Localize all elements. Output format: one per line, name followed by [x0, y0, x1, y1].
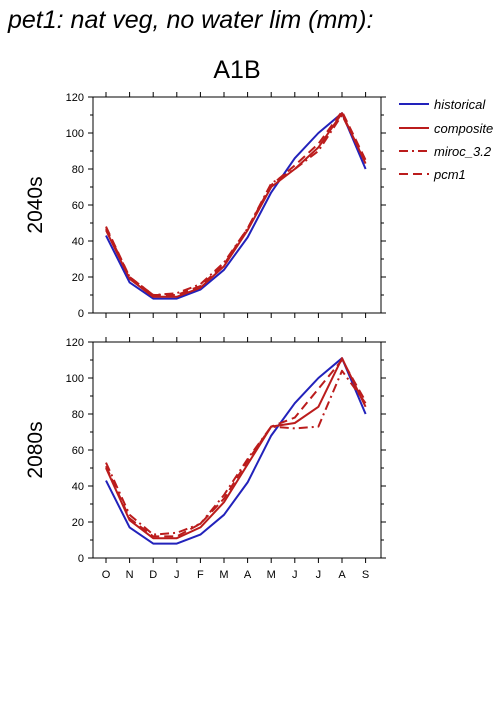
y-tick-label: 100	[66, 128, 84, 140]
legend: historical composite miroc_3.2 pcm1	[399, 97, 493, 182]
series-line-composite	[105, 112, 367, 298]
x-tick-label: D	[149, 569, 157, 581]
y-tick-label: 0	[78, 308, 84, 320]
x-tick-label: O	[102, 569, 111, 581]
y-tick-label: 40	[72, 236, 84, 248]
series-line-historical	[105, 112, 367, 300]
y-tick-label: 120	[66, 92, 84, 104]
y-tick-label: 80	[72, 164, 84, 176]
y-tick-label: 80	[72, 409, 84, 421]
y-tick-label: 100	[66, 373, 84, 385]
x-tick-label: A	[244, 569, 252, 581]
series-line-composite	[105, 357, 367, 540]
x-tick-label: J	[292, 569, 298, 581]
y-tick-label: 0	[78, 553, 84, 565]
y-tick-label: 120	[66, 337, 84, 349]
panel-2040s: 0 20 40 60 80 100 120 2040s	[24, 92, 386, 320]
series-line-miroc-3-2	[105, 369, 367, 536]
series-line-pcm1	[105, 359, 367, 538]
panel-label-2080s: 2080s	[24, 421, 47, 478]
series-line-historical	[105, 357, 367, 545]
x-tick-label: M	[267, 569, 276, 581]
legend-label-miroc: miroc_3.2	[434, 144, 492, 159]
series-line-miroc-3-2	[105, 114, 367, 296]
y-tick-label: 20	[72, 517, 84, 529]
x-tick-label: N	[126, 569, 134, 581]
panel-2080s: 0 20 40 60 80 100 120 O N D J F M A M J J A S 2080s	[24, 337, 386, 581]
y-tick-label: 60	[72, 445, 84, 457]
legend-label-pcm1: pcm1	[433, 167, 466, 182]
legend-label-historical: historical	[434, 97, 486, 112]
y-tick-label: 40	[72, 481, 84, 493]
plot-frame	[92, 96, 382, 314]
x-tick-label: A	[338, 569, 346, 581]
x-tick-label: S	[362, 569, 369, 581]
chart-title: pet1: nat veg, no water lim (mm):	[8, 6, 374, 34]
series-line-pcm1	[105, 110, 367, 296]
y-tick-label: 20	[72, 272, 84, 284]
scenario-title: A1B	[213, 56, 261, 84]
x-tick-label: M	[219, 569, 228, 581]
y-tick-label: 60	[72, 200, 84, 212]
x-tick-label: J	[316, 569, 322, 581]
x-tick-label: J	[174, 569, 180, 581]
x-tick-label: F	[197, 569, 204, 581]
legend-label-composite: composite	[434, 121, 493, 136]
panel-label-2040s: 2040s	[24, 176, 47, 233]
